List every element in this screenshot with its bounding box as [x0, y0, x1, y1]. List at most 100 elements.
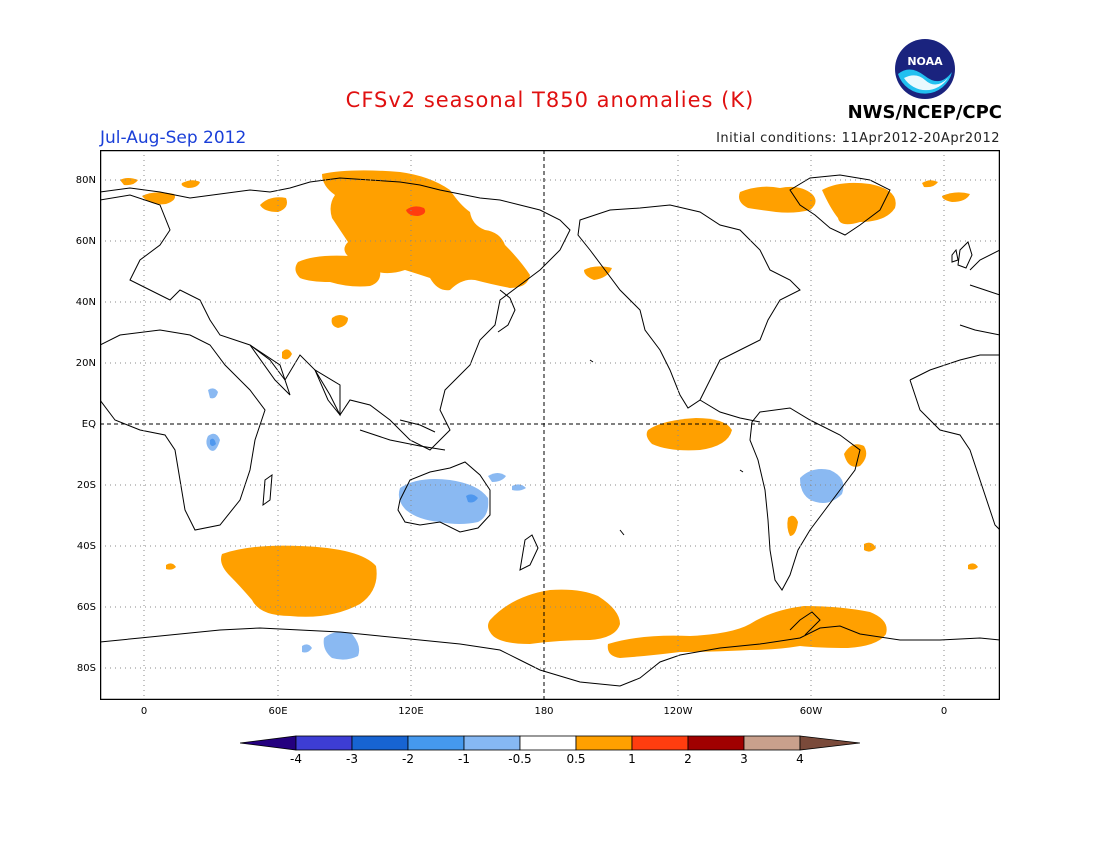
- map-title: CFSv2 seasonal T850 anomalies (K): [345, 88, 755, 112]
- africa-cool-core: [210, 438, 216, 446]
- colorbar-bin-1-2: [631, 735, 689, 751]
- colorbar-label-2: 2: [684, 752, 692, 766]
- lat-label-20s: 20S: [76, 480, 96, 491]
- antarctic-cool-region: [323, 631, 360, 660]
- india-outline: [313, 368, 341, 417]
- indian-warm-blob: [282, 349, 292, 360]
- southafrica-warm-blob: [968, 563, 978, 570]
- colorbar-bin-05-1: [575, 735, 633, 751]
- siberia-warm-region: [322, 170, 530, 291]
- pacific-islands-outline: [589, 359, 744, 536]
- colorbar-label-05: 0.5: [566, 752, 586, 766]
- lon-label-0: 0: [140, 706, 148, 717]
- agency-label: NWS/NCEP/CPC: [847, 102, 1002, 123]
- colorbar: [240, 735, 860, 751]
- colorbar-bin-n1-n05: [463, 735, 521, 751]
- nz-outline: [519, 534, 539, 571]
- colorbar-bin-3-4: [743, 735, 801, 751]
- natlantic-warm-blob-2: [942, 192, 970, 202]
- barents-warm-blob: [260, 197, 287, 212]
- north-america-outline: [577, 204, 801, 409]
- amundsen-warm-region: [607, 606, 887, 658]
- antarctic-peninsula-outline: [789, 611, 821, 636]
- eq-pacific-warm-region: [646, 418, 732, 451]
- strong-warm-cores: [406, 206, 426, 216]
- colorbar-bin-n4-n3: [295, 735, 353, 751]
- colorbar-under-triangle: [240, 735, 297, 751]
- anomaly-map: [100, 150, 1000, 700]
- lat-label-60s: 60S: [76, 602, 96, 613]
- lat-label-80s: 80S: [76, 663, 96, 674]
- colorbar-label-1: 1: [628, 752, 636, 766]
- lon-label-120w: 120W: [663, 706, 693, 717]
- antarctica-outline: [100, 625, 1000, 687]
- colorbar-label-n2: -2: [402, 752, 414, 766]
- lon-label-0-east: 0: [940, 706, 948, 717]
- lon-gridlines: [143, 150, 945, 700]
- satlantic-warm-blob: [864, 542, 876, 552]
- australia-outline: [397, 461, 491, 533]
- coral-sea-cool-blob-2: [512, 484, 526, 491]
- noaa-logo: NOAA: [895, 39, 955, 99]
- colorbar-bin-n2-n1: [407, 735, 465, 751]
- colorbar-label-n05: -0.5: [508, 752, 532, 766]
- continent-outlines: [100, 174, 1000, 687]
- lat-gridlines: [100, 179, 1000, 669]
- lon-label-180: 180: [534, 706, 554, 717]
- strong-cool-cores: [210, 438, 478, 503]
- colorbar-bin-2-3: [687, 735, 745, 751]
- britain-outline: [951, 241, 973, 269]
- cool-anomaly-regions: [206, 388, 844, 660]
- lat-label-40s: 40S: [76, 541, 96, 552]
- eastafrica-cool-blob: [208, 388, 218, 399]
- lon-label-60e: 60E: [268, 706, 288, 717]
- indonesia-outline: [359, 419, 446, 451]
- central-america-outline: [699, 399, 761, 423]
- sw-atlantic-warm-blob: [166, 563, 176, 570]
- brazil-warm-blob: [844, 444, 867, 467]
- madagascar-outline: [262, 473, 273, 507]
- warm-anomaly-regions: [120, 170, 978, 658]
- colorbar-bin-n3-n2: [351, 735, 409, 751]
- australia-cool-core: [466, 494, 478, 503]
- arctic-warm-blob: [120, 178, 138, 186]
- lat-label-40n: 40N: [75, 297, 96, 308]
- southam-cool-region: [800, 469, 844, 503]
- natlantic-warm-blob-1: [922, 180, 938, 188]
- greenland-east-warm-region: [822, 182, 896, 225]
- europe-east-outline: [959, 249, 1000, 336]
- japan-outline: [497, 289, 516, 333]
- logo-text: NOAA: [907, 55, 943, 68]
- lat-label-20n: 20N: [75, 358, 96, 369]
- arabia-outline: [249, 344, 291, 396]
- colorbar-over-triangle: [799, 735, 860, 751]
- africa-west-outline: [909, 354, 1000, 531]
- initial-conditions: Initial conditions: 11Apr2012-20Apr2012: [716, 131, 1000, 146]
- greenland-outline: [789, 174, 891, 236]
- south-indian-warm-region: [221, 545, 377, 617]
- colorbar-label-n3: -3: [346, 752, 358, 766]
- colorbar-label-n4: -4: [290, 752, 302, 766]
- europe-warm-blob-2: [181, 180, 200, 188]
- sam-warm-blob: [787, 515, 798, 536]
- kazakh-warm-region: [295, 255, 381, 287]
- colorbar-bin-neutral: [519, 735, 577, 751]
- lat-label-60n: 60N: [75, 236, 96, 247]
- forecast-period: Jul-Aug-Sep 2012: [100, 128, 247, 148]
- tibet-warm-blob: [331, 315, 348, 328]
- lon-label-120e: 120E: [398, 706, 424, 717]
- south-pacific-warm-region: [488, 589, 620, 644]
- map-frame: [100, 150, 1000, 700]
- coral-sea-cool-blob: [488, 473, 506, 482]
- antarctic-cool-blob-2: [302, 644, 312, 653]
- lat-label-80n: 80N: [75, 175, 96, 186]
- greenland-warm-region: [739, 186, 816, 213]
- siberia-hot-core: [406, 206, 426, 216]
- lat-label-eq: EQ: [81, 419, 96, 430]
- lon-label-60w: 60W: [799, 706, 823, 717]
- south-america-outline: [749, 407, 861, 591]
- australia-cool-region: [398, 479, 489, 524]
- colorbar-label-n1: -1: [458, 752, 470, 766]
- colorbar-label-4: 4: [796, 752, 804, 766]
- colorbar-label-3: 3: [740, 752, 748, 766]
